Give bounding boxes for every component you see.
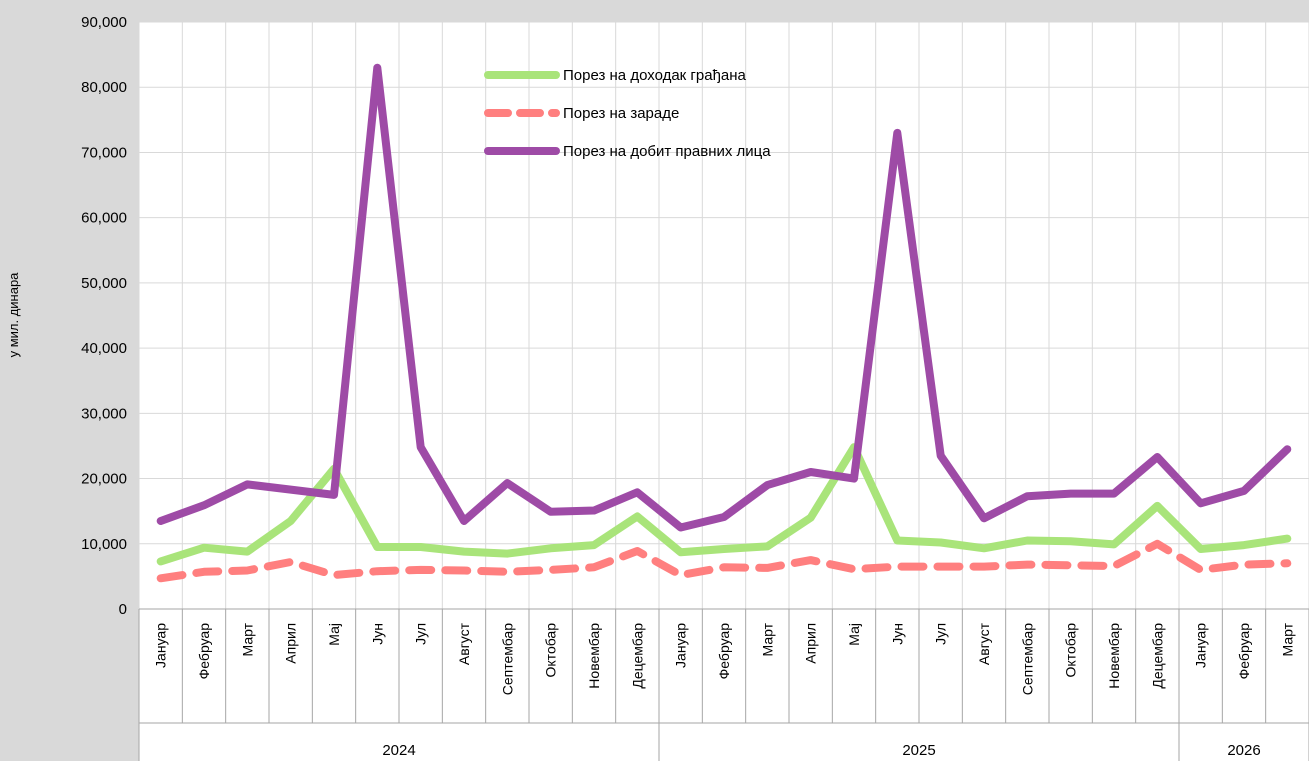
category-axis-area <box>139 609 1309 761</box>
x-tick-label: Септембар <box>1019 623 1035 695</box>
y-tick-label: 70,000 <box>81 144 127 161</box>
y-axis-label: у мил. динара <box>6 272 21 358</box>
x-tick-label: Мај <box>846 623 862 646</box>
x-tick-label: Март <box>239 622 255 656</box>
x-tick-label: Децембар <box>629 623 645 689</box>
y-tick-label: 20,000 <box>81 471 127 488</box>
series-line-3 <box>156 63 1292 532</box>
x-tick-label: Март <box>1279 622 1295 656</box>
y-tick-label: 60,000 <box>81 210 127 227</box>
x-tick-label: Јун <box>369 623 385 645</box>
x-tick-label: Јануар <box>1193 623 1209 668</box>
plot-area <box>139 22 1309 609</box>
x-tick-label: Јануар <box>153 623 169 668</box>
x-tick-label: Фебруар <box>196 623 212 680</box>
y-tick-label: 90,000 <box>81 14 127 31</box>
legend-label-2: Порез на зараде <box>563 105 679 122</box>
x-tick-label: Април <box>803 623 819 664</box>
x-tick-label: Август <box>976 622 992 665</box>
x-tick-label: Новембар <box>1106 623 1122 689</box>
y-tick-label: 50,000 <box>81 275 127 292</box>
x-tick-label: Јануар <box>673 623 689 668</box>
y-tick-label: 30,000 <box>81 405 127 422</box>
series-line-2 <box>156 539 1292 583</box>
series-line-1 <box>156 443 1292 566</box>
x-tick-label: Мај <box>326 623 342 646</box>
legend-label-1: Порез на доходак грађана <box>563 67 747 84</box>
y-tick-label: 0 <box>119 601 127 618</box>
x-tick-label: Март <box>759 622 775 656</box>
y-tick-label: 40,000 <box>81 340 127 357</box>
y-tick-label: 10,000 <box>81 536 127 553</box>
x-tick-label: Децембар <box>1149 623 1165 689</box>
x-tick-label: Октобар <box>543 623 559 678</box>
x-tick-label: Август <box>456 622 472 665</box>
x-tick-label: Јун <box>889 623 905 645</box>
x-tick-label: Фебруар <box>716 623 732 680</box>
x-tick-label: Април <box>283 623 299 664</box>
y-tick-label: 80,000 <box>81 79 127 96</box>
x-tick-label: Септембар <box>499 623 515 695</box>
x-tick-label: Јул <box>413 623 429 645</box>
x-tick-label: Фебруар <box>1236 623 1252 680</box>
legend-label-3: Порез на добит правних лица <box>563 143 771 160</box>
x-tick-label: Октобар <box>1063 623 1079 678</box>
group-label: 2024 <box>382 742 415 759</box>
group-label: 2025 <box>902 742 935 759</box>
x-tick-label: Јул <box>933 623 949 645</box>
x-tick-label: Новембар <box>586 623 602 689</box>
group-label: 2026 <box>1227 742 1260 759</box>
